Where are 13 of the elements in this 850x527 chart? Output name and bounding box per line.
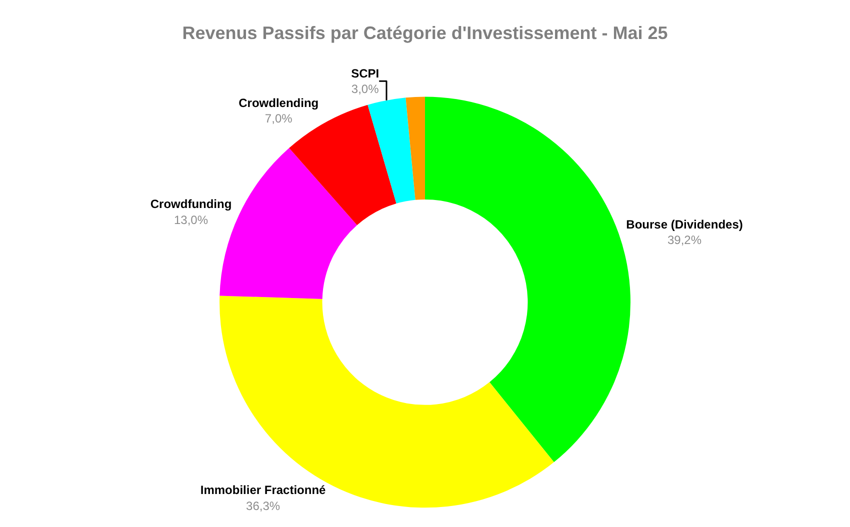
data-label: 3,0% xyxy=(351,82,380,96)
slice-label: Crowdfunding xyxy=(150,197,232,212)
slice-label: Crowdlending xyxy=(238,96,319,110)
donut-slice xyxy=(368,98,416,204)
data-label: 36,3% xyxy=(246,498,280,513)
data-label: 13,0% xyxy=(174,212,208,227)
slice-label: Immobilier Fractionné xyxy=(200,483,326,498)
slice-label: SCPI xyxy=(351,66,380,80)
chart-title: Revenus Passifs par Catégorie d'Investissement - Mai 25 xyxy=(182,22,668,43)
data-label: 39,2% xyxy=(668,232,702,247)
data-label: 7,0% xyxy=(264,112,293,126)
donut-slice xyxy=(406,96,425,200)
slice-label: Bourse (Dividendes) xyxy=(626,217,743,232)
